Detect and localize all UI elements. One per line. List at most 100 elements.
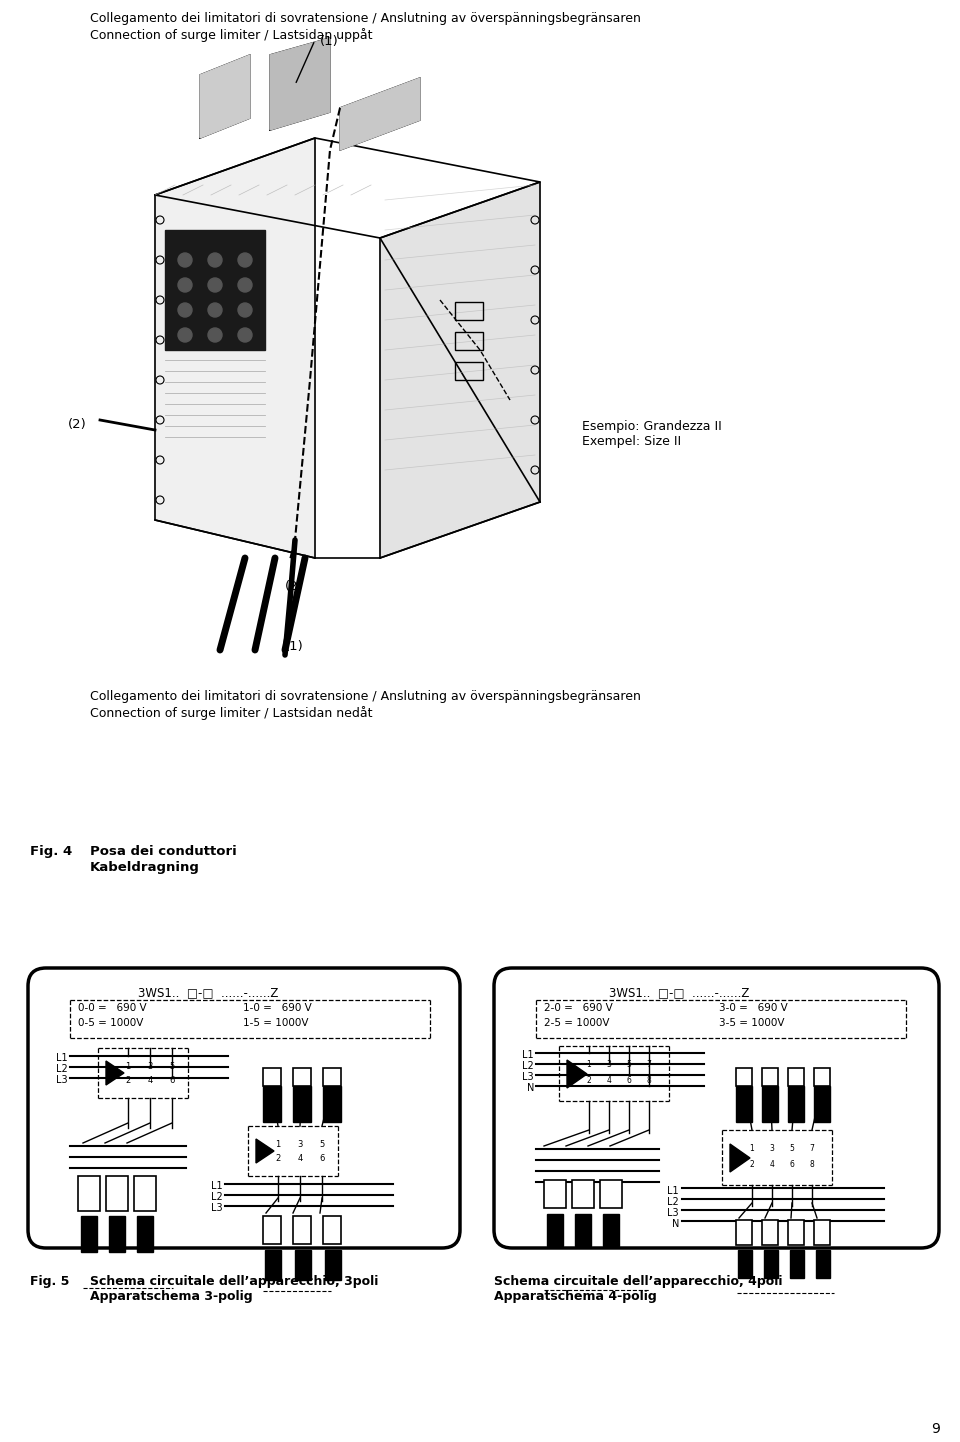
Text: 3: 3 — [298, 1141, 302, 1149]
Text: 2: 2 — [126, 1076, 131, 1084]
Bar — [788, 1220, 804, 1244]
Circle shape — [178, 303, 192, 317]
Polygon shape — [730, 1144, 750, 1172]
Bar — [814, 1069, 830, 1086]
Text: 1-5 = 1000V: 1-5 = 1000V — [243, 1018, 308, 1028]
Text: 7: 7 — [647, 1060, 652, 1069]
Text: 3WS1..  □-□  ......-......Z: 3WS1.. □-□ ......-......Z — [609, 986, 750, 999]
Bar — [263, 1216, 281, 1244]
Bar — [109, 1216, 125, 1252]
Bar — [295, 1250, 311, 1280]
Text: 2-0 =   690 V: 2-0 = 690 V — [544, 1004, 612, 1012]
Text: L3: L3 — [57, 1074, 68, 1084]
Text: Schema circuitale dell’apparecchio, 3poli: Schema circuitale dell’apparecchio, 3pol… — [90, 1275, 378, 1288]
Bar — [81, 1216, 97, 1252]
Bar — [600, 1180, 622, 1208]
Bar — [265, 1250, 281, 1280]
Bar — [293, 1216, 311, 1244]
Bar — [736, 1086, 752, 1122]
Bar — [788, 1086, 804, 1122]
Text: 3: 3 — [770, 1144, 775, 1154]
Text: 8: 8 — [809, 1159, 814, 1169]
Polygon shape — [256, 1139, 274, 1164]
Text: L1: L1 — [522, 1050, 534, 1060]
Bar — [263, 1086, 281, 1122]
Text: 3WS1..  □-□  ......-......Z: 3WS1.. □-□ ......-......Z — [138, 986, 278, 999]
Bar — [762, 1069, 778, 1086]
Bar — [572, 1180, 594, 1208]
Text: Schema circuitale dell’apparecchio, 4poli: Schema circuitale dell’apparecchio, 4pol… — [494, 1275, 782, 1288]
Bar — [544, 1180, 566, 1208]
Text: Fig. 5: Fig. 5 — [30, 1275, 69, 1288]
Text: 8: 8 — [647, 1076, 652, 1084]
Bar — [603, 1214, 619, 1246]
Text: Fig. 4: Fig. 4 — [30, 845, 72, 858]
Polygon shape — [200, 55, 250, 138]
Text: (2): (2) — [68, 418, 86, 431]
Text: 1: 1 — [126, 1061, 131, 1071]
Text: 1: 1 — [587, 1060, 591, 1069]
Circle shape — [208, 303, 222, 317]
Text: N: N — [672, 1218, 679, 1229]
Text: 6: 6 — [789, 1159, 795, 1169]
Text: L3: L3 — [667, 1208, 679, 1218]
Polygon shape — [567, 1060, 587, 1089]
Bar — [455, 332, 483, 350]
Circle shape — [238, 303, 252, 317]
Text: L2: L2 — [667, 1197, 679, 1207]
Text: 2: 2 — [750, 1159, 755, 1169]
Text: 3-0 =   690 V: 3-0 = 690 V — [719, 1004, 788, 1012]
Bar — [762, 1220, 778, 1244]
Text: Apparatschema 4-polig: Apparatschema 4-polig — [494, 1291, 657, 1304]
Text: 2-5 = 1000V: 2-5 = 1000V — [544, 1018, 610, 1028]
Circle shape — [178, 278, 192, 291]
Text: 5: 5 — [320, 1141, 324, 1149]
Text: 1-0 =   690 V: 1-0 = 690 V — [243, 1004, 312, 1012]
Text: 4: 4 — [770, 1159, 775, 1169]
Text: Connection of surge limiter / Lastsidan nedåt: Connection of surge limiter / Lastsidan … — [90, 707, 372, 720]
Text: 3: 3 — [607, 1060, 612, 1069]
Text: 6: 6 — [627, 1076, 632, 1084]
Text: Connection of surge limiter / Lastsidan uppåt: Connection of surge limiter / Lastsidan … — [90, 27, 372, 42]
Text: L1: L1 — [211, 1181, 223, 1191]
Text: 5: 5 — [169, 1061, 175, 1071]
Text: L3: L3 — [522, 1071, 534, 1082]
Text: 6: 6 — [169, 1076, 175, 1084]
Text: Kabeldragning: Kabeldragning — [90, 861, 200, 874]
Bar — [325, 1250, 341, 1280]
Text: 6: 6 — [320, 1154, 324, 1164]
Circle shape — [208, 327, 222, 342]
Polygon shape — [270, 37, 330, 130]
Circle shape — [208, 278, 222, 291]
Polygon shape — [155, 138, 315, 558]
Polygon shape — [380, 182, 540, 558]
Text: 7: 7 — [809, 1144, 814, 1154]
Text: (1): (1) — [320, 35, 339, 48]
Bar — [814, 1220, 830, 1244]
Bar — [134, 1177, 156, 1211]
Bar — [814, 1086, 830, 1122]
Text: 4: 4 — [298, 1154, 302, 1164]
Bar — [323, 1069, 341, 1086]
Bar — [575, 1214, 591, 1246]
Bar — [547, 1214, 563, 1246]
Text: L1: L1 — [57, 1053, 68, 1063]
Text: L2: L2 — [522, 1061, 534, 1071]
Text: Apparatschema 3-polig: Apparatschema 3-polig — [90, 1291, 252, 1304]
Text: 4: 4 — [148, 1076, 153, 1084]
Bar — [293, 1069, 311, 1086]
Bar — [455, 301, 483, 320]
Text: 0-0 =   690 V: 0-0 = 690 V — [78, 1004, 147, 1012]
Bar — [788, 1069, 804, 1086]
Bar — [762, 1086, 778, 1122]
Bar — [738, 1250, 752, 1278]
Bar — [790, 1250, 804, 1278]
Bar — [764, 1250, 778, 1278]
Text: 3: 3 — [147, 1061, 153, 1071]
Circle shape — [178, 327, 192, 342]
Circle shape — [208, 252, 222, 267]
Text: L1: L1 — [667, 1185, 679, 1195]
Bar — [816, 1250, 830, 1278]
Text: Collegamento dei limitatori di sovratensione / Anslutning av överspänningsbegrän: Collegamento dei limitatori di sovratens… — [90, 12, 641, 25]
Text: Collegamento dei limitatori di sovratensione / Anslutning av överspänningsbegrän: Collegamento dei limitatori di sovratens… — [90, 691, 641, 704]
